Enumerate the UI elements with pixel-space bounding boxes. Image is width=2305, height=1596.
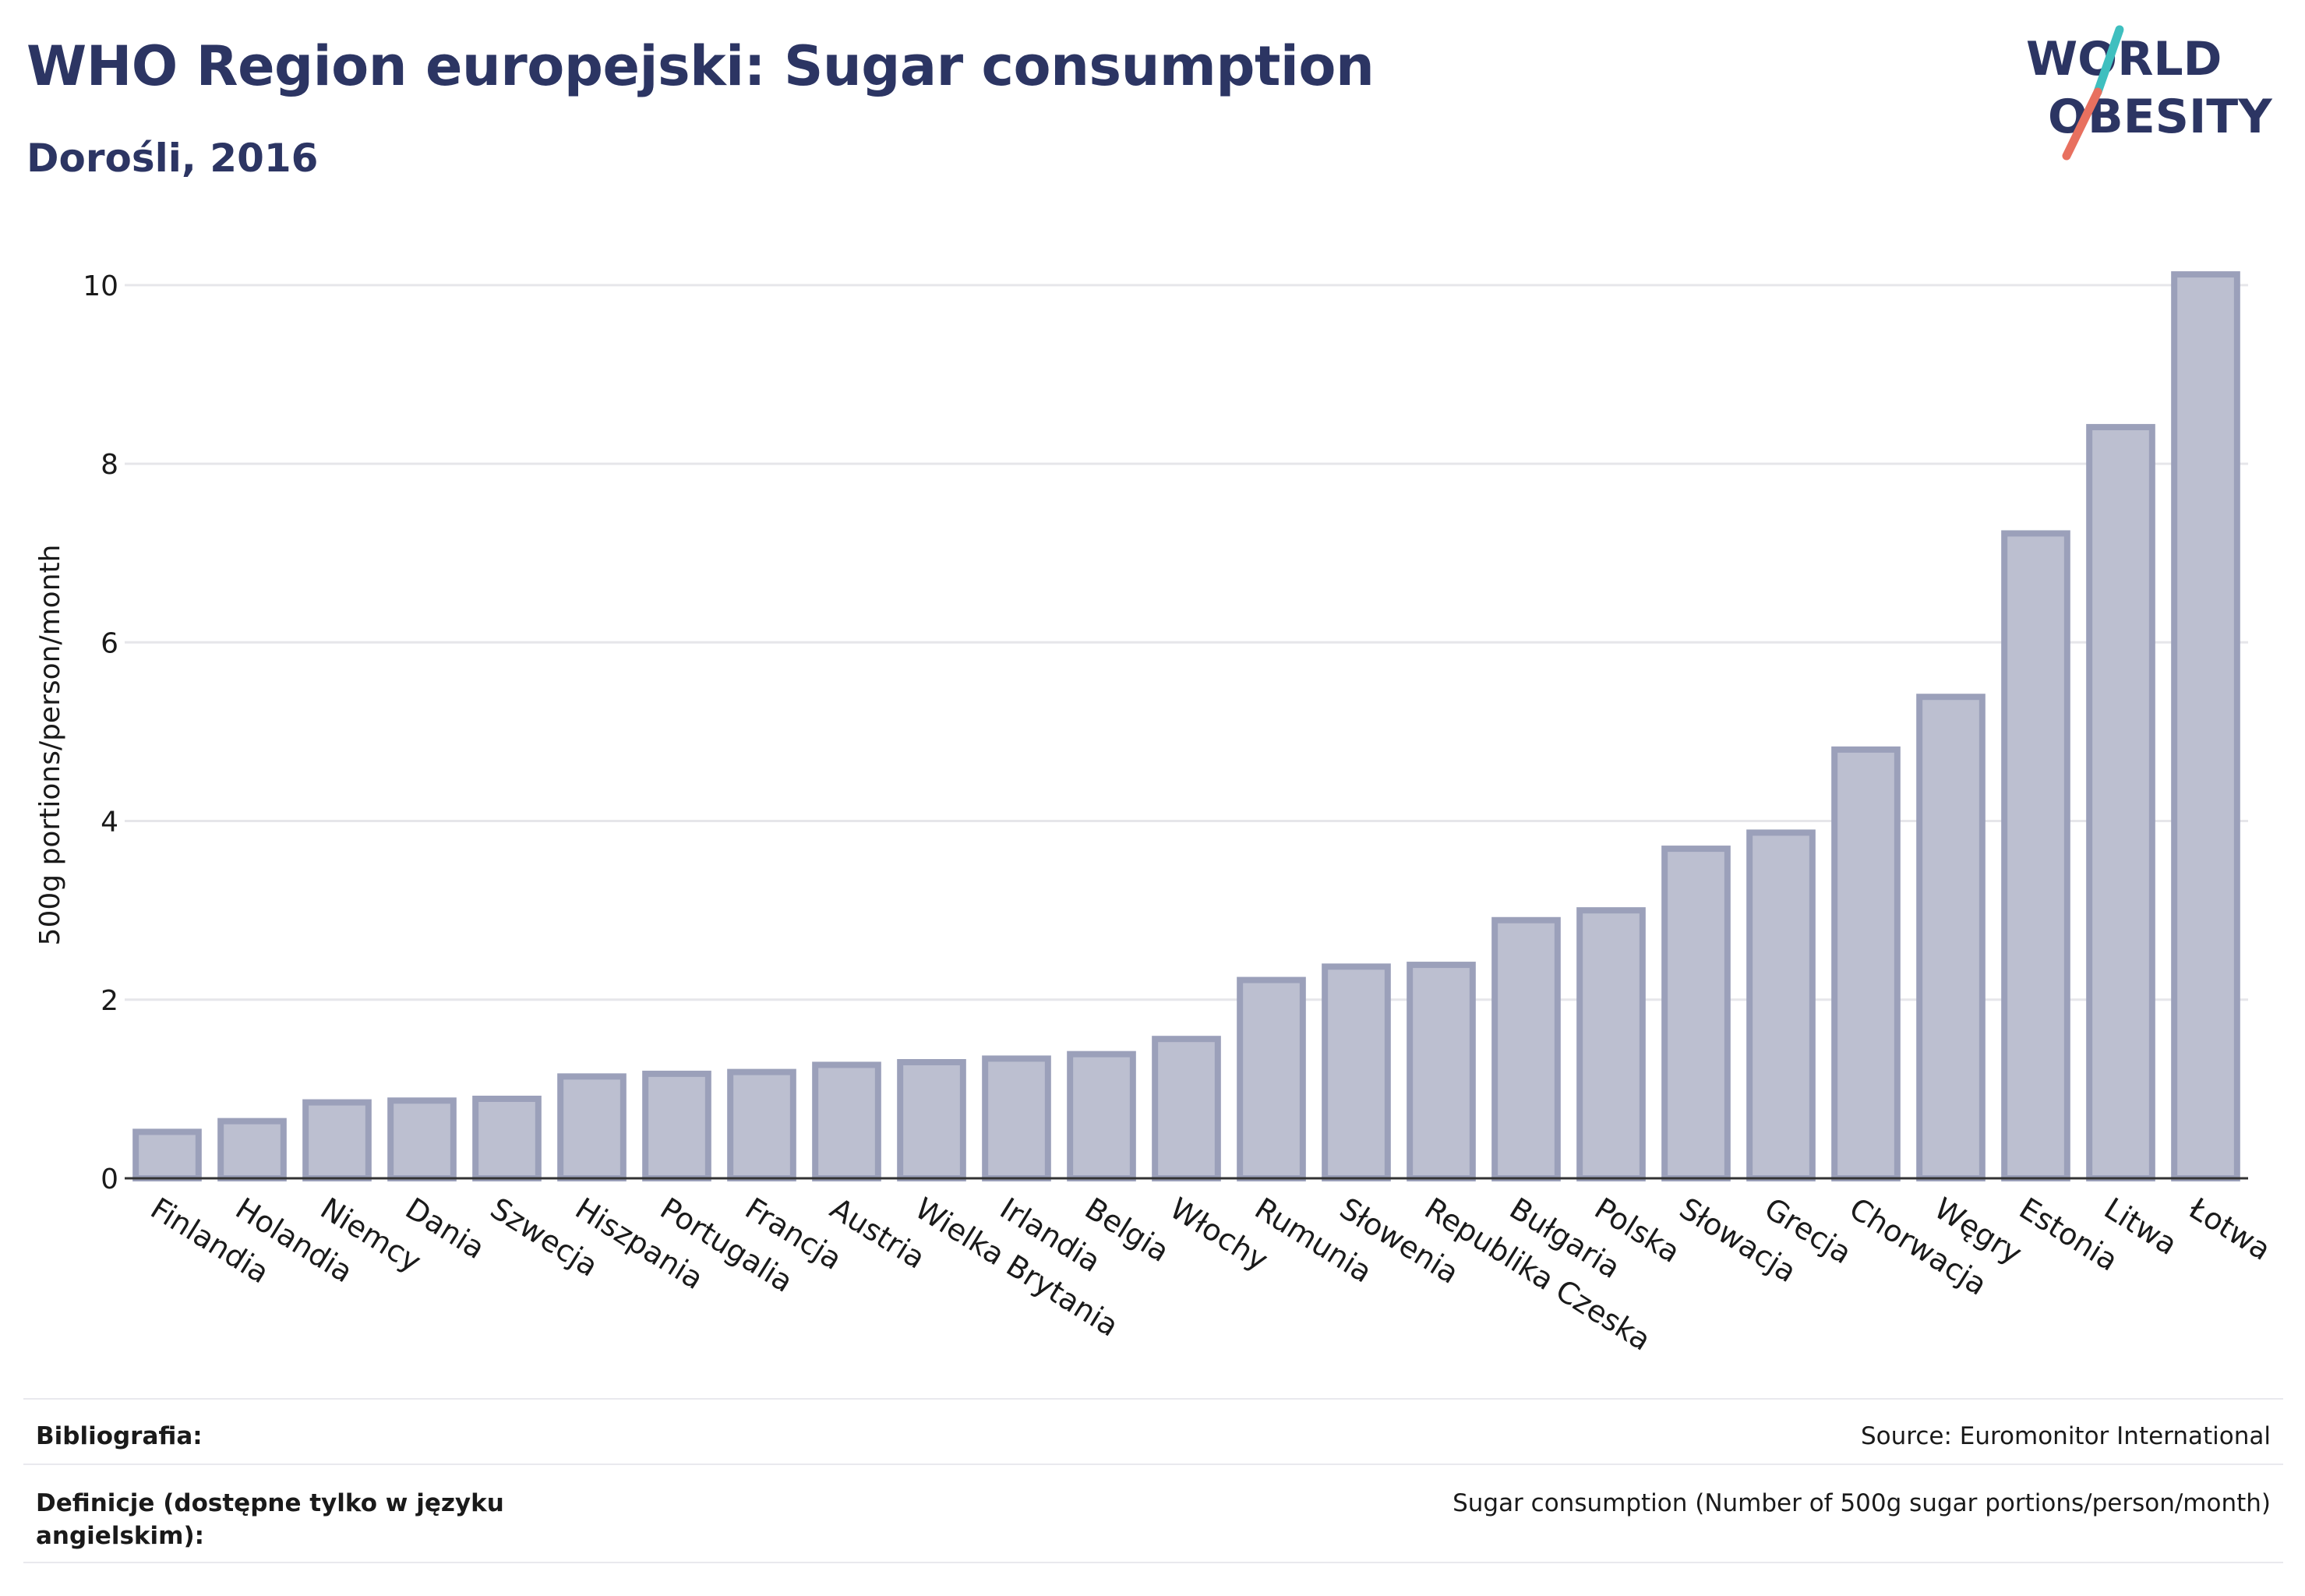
bar <box>1746 829 1816 1181</box>
bar <box>727 1068 796 1181</box>
bar-chart: 0 2 4 6 8 10 FinlandiaHolandiaNiemcyDaniaSzwe… <box>34 270 2277 1358</box>
definitions-row: Definicje (dostępne tylko w języku angie… <box>23 1464 2283 1563</box>
bar <box>1491 916 1561 1182</box>
world-obesity-logo: WORLD OBESITY <box>2026 25 2273 161</box>
bar <box>387 1097 457 1182</box>
y-tick-label: 4 <box>101 807 118 839</box>
bar <box>1661 846 1731 1181</box>
bar <box>302 1099 372 1181</box>
bar <box>1916 694 1986 1181</box>
chart-bars <box>132 271 2240 1182</box>
definitions-value: Sugar consumption (Number of 500g sugar … <box>1453 1489 2271 1517</box>
bar <box>1407 962 1476 1181</box>
bar <box>472 1095 542 1181</box>
x-tick-label: Włochy <box>1164 1191 1274 1277</box>
bar <box>557 1073 627 1182</box>
chart-footer: Bibliografia: Source: Euromonitor Intern… <box>23 1398 2283 1563</box>
bar <box>2086 424 2155 1181</box>
logo-line1: WORLD <box>2026 32 2222 87</box>
bar <box>812 1061 881 1182</box>
y-axis-ticks: 0 2 4 6 8 10 <box>83 270 118 1195</box>
bar <box>642 1070 711 1182</box>
y-tick-label: 8 <box>101 449 118 481</box>
bibliography-value: Source: Euromonitor International <box>1860 1422 2271 1450</box>
bar <box>1237 976 1306 1181</box>
bar <box>1067 1050 1136 1181</box>
bar <box>2171 271 2240 1182</box>
bar <box>1576 907 1646 1181</box>
bar <box>217 1118 287 1181</box>
bibliography-row: Bibliografia: Source: Euromonitor Intern… <box>23 1398 2283 1464</box>
x-tick-label: Estonia <box>2014 1191 2124 1277</box>
bibliography-label: Bibliografia: <box>36 1422 203 1450</box>
y-tick-label: 2 <box>101 985 118 1017</box>
y-tick-label: 10 <box>83 270 118 302</box>
bar <box>1152 1036 1221 1181</box>
x-tick-label: Łotwa <box>2183 1191 2277 1267</box>
bar <box>2001 530 2070 1181</box>
bar <box>982 1055 1051 1182</box>
logo-coral-slash <box>2062 87 2102 161</box>
bar <box>897 1059 966 1181</box>
page-title: WHO Region europejski: Sugar consumption <box>26 34 1375 98</box>
bar <box>132 1128 202 1182</box>
page-subtitle: Dorośli, 2016 <box>26 136 319 181</box>
x-tick-label: Austria <box>824 1191 931 1275</box>
logo-teal-slash <box>2093 25 2124 97</box>
y-tick-label: 6 <box>101 627 118 659</box>
y-tick-label: 0 <box>101 1163 118 1195</box>
definitions-label: Definicje (dostępne tylko w języku angie… <box>36 1489 504 1550</box>
y-axis-label: 500g portions/person/month <box>34 545 66 946</box>
bar <box>1322 963 1391 1182</box>
x-axis-labels: FinlandiaHolandiaNiemcyDaniaSzwecjaHiszp… <box>145 1191 2277 1358</box>
bar <box>1831 746 1901 1181</box>
